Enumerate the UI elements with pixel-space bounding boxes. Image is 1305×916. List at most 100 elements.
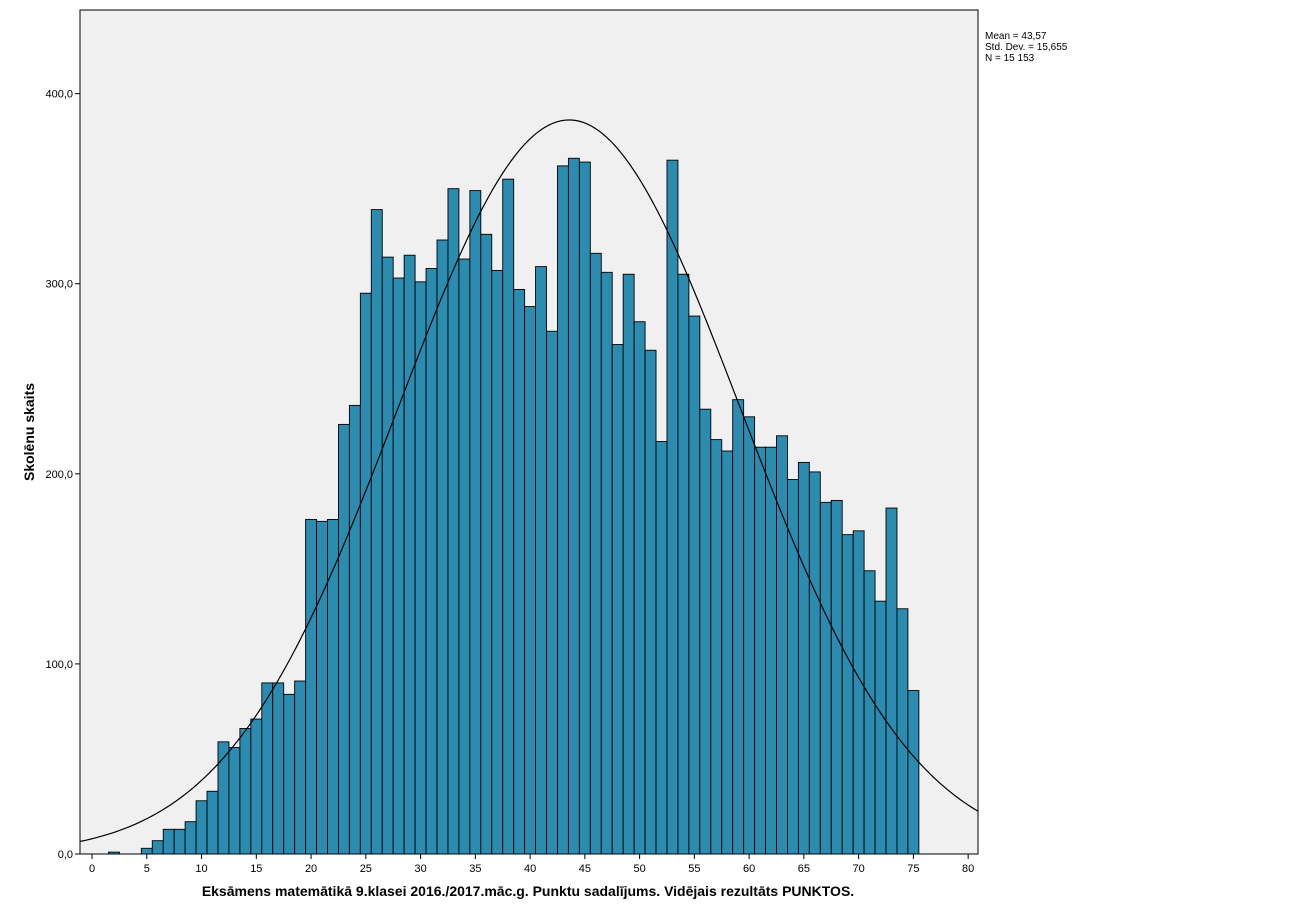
bars-group [108,157,920,855]
histogram-bar [392,277,405,855]
histogram-bar [294,680,307,855]
histogram-bar [732,399,745,855]
histogram-bar [469,190,482,855]
histogram-bar [513,288,526,855]
histogram-bar [896,608,909,855]
x-tick-label: 40 [524,863,536,875]
x-tick-label: 55 [688,863,700,875]
histogram-bar [151,840,164,855]
histogram-bar [425,268,438,855]
x-tick-label: 20 [305,863,317,875]
histogram-bar [250,718,263,855]
histogram-bar [338,423,350,855]
histogram-bar [841,534,854,855]
histogram-bar [228,747,241,855]
histogram-bar [305,518,318,855]
histogram-bar [907,690,920,855]
histogram-bar [885,507,898,855]
histogram-bar [863,570,876,855]
histogram-bar [600,271,613,855]
x-tick-label: 75 [907,863,919,875]
histogram-bar [787,479,799,855]
histogram-bar [491,269,504,855]
histogram-bar [108,851,120,855]
x-tick-label: 25 [360,863,372,875]
histogram-bar [677,273,690,855]
histogram-bar [655,441,668,855]
histogram-bar [316,520,328,855]
x-tick-label: 10 [195,863,207,875]
y-tick-label: 200,0 [45,469,73,481]
histogram-bar [348,404,361,855]
histogram-bar [283,693,296,855]
histogram-bar [195,800,208,855]
histogram-bar [447,188,460,855]
histogram-bar [436,239,449,855]
histogram-bar [644,349,657,855]
histogram-bar [611,344,624,855]
histogram-bar [239,728,252,855]
histogram-bar [162,828,175,855]
histogram-bar [370,209,383,855]
histogram-bar [874,600,887,855]
y-tick-label: 100,0 [45,659,73,671]
histogram-bar [830,499,843,855]
histogram-bar [666,159,679,855]
x-tick-label: 65 [798,863,810,875]
x-tick-label: 35 [469,863,481,875]
histogram-bar [589,252,602,855]
histogram-bar [852,530,865,855]
stats-mean: Mean = 43,57 [985,31,1047,42]
histogram-bar [622,273,635,855]
y-axis-title: Skolēnu skaits [21,383,37,481]
histogram-bar [535,266,547,855]
histogram-bar [557,165,569,855]
histogram-bar [688,315,701,855]
x-tick-label: 5 [144,863,150,875]
x-tick-label: 15 [250,863,262,875]
stats-std-dev: Std. Dev. = 15,655 [985,42,1068,53]
histogram-bar [502,178,515,855]
histogram-bar [173,828,186,855]
x-tick-label: 45 [579,863,591,875]
histogram-bar [359,292,372,855]
histogram-bar [261,682,274,855]
histogram-bar [206,790,219,855]
histogram-bar [797,461,810,855]
histogram-bar [710,439,723,855]
histogram-bar [381,256,394,855]
histogram-bar [458,258,471,855]
x-tick-label: 70 [853,863,865,875]
histogram-bar [743,416,756,855]
histogram-bar [721,450,734,855]
normal-curve [79,119,979,843]
x-tick-label: 30 [414,863,426,875]
histogram-bar [403,254,416,855]
histogram-bar [754,446,766,855]
histogram-bar [524,306,537,855]
histogram-bar [699,408,712,855]
x-tick-label: 50 [633,863,645,875]
histogram-bar [819,501,832,855]
histogram-bar [480,233,493,855]
stats-n: N = 15 153 [985,53,1035,64]
histogram-bar [184,821,197,855]
histogram-bar [578,161,591,855]
histogram-bar [776,435,788,855]
x-tick-label: 60 [743,863,755,875]
y-tick-label: 300,0 [45,279,73,291]
x-axis-title: Eksāmens matemātikā 9.klasei 2016./2017.… [202,883,854,899]
histogram-bar [633,321,646,855]
histogram-bar [567,157,580,855]
x-tick-label: 0 [89,863,95,875]
x-tick-label: 80 [962,863,974,875]
stats-legend: Mean = 43,57 Std. Dev. = 15,655 N = 15 1… [985,31,1068,64]
histogram-bar [546,330,558,855]
y-tick-label: 400,0 [45,89,73,101]
histogram-bar [808,471,821,855]
histogram-bar [272,682,285,855]
histogram-bar [414,281,427,855]
y-tick-label: 0,0 [58,849,73,861]
histogram-bar [765,446,777,855]
